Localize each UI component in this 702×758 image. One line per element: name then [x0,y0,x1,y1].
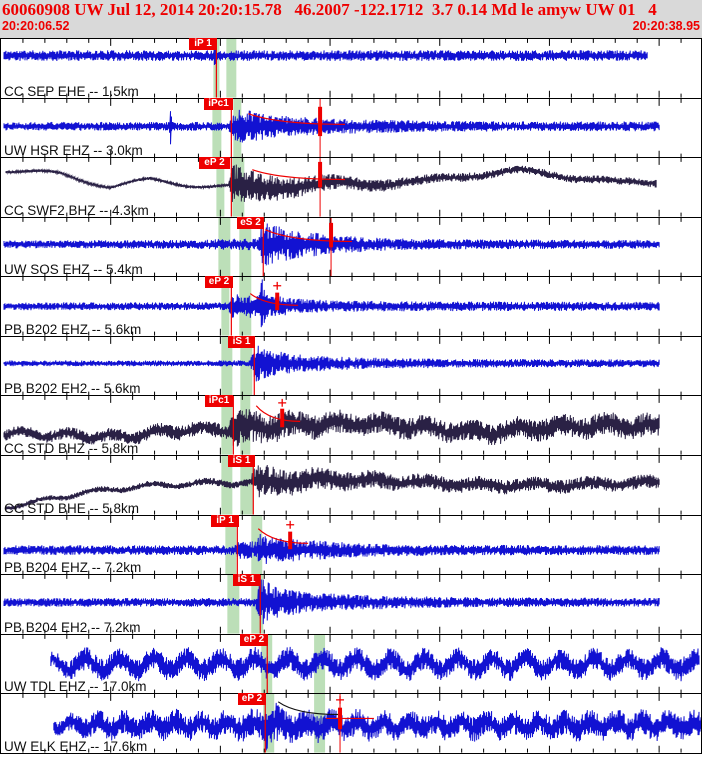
window-end-time: 20:20:38.95 [632,19,700,33]
pick-flag[interactable]: iP 1 [211,514,239,527]
coda-decay-curve [255,405,301,423]
pick-flag[interactable]: eS 2 [237,216,264,229]
station-label: PB B202 EHZ -- 5.6km [4,321,142,337]
coda-decay-curve [277,701,339,716]
station-label: CC SEP EHE -- 1.5km [4,83,139,99]
pick-flag[interactable]: iPc1 [205,395,233,408]
trace-panel-9[interactable]: iP 1 PB B204 EHZ -- 7.2km [1,514,701,576]
waveform [3,109,660,144]
waveform [5,465,660,511]
station-label: PB B202 EH2 -- 5.6km [4,381,141,397]
axis-ticks [22,98,682,158]
waveform [3,409,660,447]
trace-plot [3,98,682,158]
axis-ticks [22,396,682,456]
waveform [3,345,660,382]
pick-flag[interactable]: eP 2 [238,693,266,706]
pick-flag[interactable]: iPc1 [204,97,233,110]
station-label: PB B204 EHZ -- 7.2km [4,560,142,576]
cross-marker [336,696,345,705]
trace-plot [3,277,682,336]
trace-plot [3,217,682,277]
trace-panel-8[interactable]: iS 1 CC STD BHE -- 5.8km [1,455,701,516]
cross-marker [273,282,282,291]
waveform [3,45,648,65]
trace-panel-3[interactable]: eP 2 CC SWF2 BHZ -- 4.3km [1,157,701,218]
trace-panel-4[interactable]: eS 2 UW SOS EHZ -- 5.4km [1,216,701,278]
trace-panel-12[interactable]: eP 2 UW ELK EHZ -- 17.6km [1,693,701,754]
coda-decay-curve [264,228,352,242]
trace-plot [3,575,682,634]
waveform [3,533,660,564]
waveform [5,164,657,203]
pick-flag[interactable]: eP 2 [199,157,230,170]
waveform [53,703,701,751]
trace-plot [3,336,682,396]
trace-plot [3,515,682,575]
cross-marker [278,399,287,408]
trace-panel-2[interactable]: iPc1 UW HSR EHZ -- 3.0km [1,97,701,159]
cross-marker [286,520,295,529]
station-label: UW TDL EHZ -- 17.0km [4,679,147,695]
trace-plot [3,39,682,98]
pick-flag[interactable]: iS 1 [233,574,260,587]
trace-panel-6[interactable]: iS 1 PB B202 EH2 -- 5.6km [1,335,701,397]
waveform [3,579,660,625]
waveform [3,279,660,328]
pick-uncertainty-band [216,158,225,217]
axis-ticks [22,515,682,575]
station-label: CC SWF2 BHZ -- 4.3km [4,202,149,218]
pick-uncertainty-band [225,515,237,575]
waveform [50,646,700,682]
station-label: CC STD BHZ -- 5.8km [4,441,139,457]
trace-panel-7[interactable]: iPc1 CC STD BHZ -- 5.8km [1,395,701,457]
pick-flag[interactable]: eP 2 [240,633,268,646]
axis-ticks [22,158,682,217]
event-summary-title: 60060908 UW Jul 12, 2014 20:20:15.78 46.… [2,0,657,19]
trace-panel-1[interactable]: iP 1 CC SEP EHE -- 1.5km [1,38,701,99]
pick-flag[interactable]: iS 1 [228,455,255,468]
coda-decay-curve [257,527,309,544]
pick-flag[interactable]: iP 1 [189,38,217,50]
coda-decay-curve [249,293,299,307]
pick-uncertainty-band [227,575,240,634]
trace-panels: iP 1 CC SEP EHE -- 1.5km iPc1 UW HSR EHZ --… [0,38,702,754]
bottom-strip [0,754,702,758]
trace-panel-11[interactable]: eP 2 UW TDL EHZ -- 17.0km [1,633,701,695]
pick-uncertainty-band [221,396,233,456]
pick-uncertainty-band [239,217,252,277]
station-label: UW HSR EHZ -- 3.0km [4,143,143,159]
trace-panel-10[interactable]: iS 1 PB B204 EH2 -- 7.2km [1,574,701,635]
pick-uncertainty-band [240,336,253,396]
axis-ticks [22,277,682,336]
coda-decay-curve [248,112,346,125]
event-header: 60060908 UW Jul 12, 2014 20:20:15.78 46.… [0,0,702,38]
trace-plot [3,396,682,456]
station-label: UW SOS EHZ -- 5.4km [4,262,143,278]
pick-flag[interactable]: iS 1 [228,335,255,348]
axis-ticks [22,39,682,98]
coda-decay-curve [252,169,346,181]
trace-plot [22,634,700,694]
trace-plot [5,158,682,217]
station-label: UW ELK EHZ -- 17.6km [4,738,148,754]
pick-flag[interactable]: eP 2 [205,276,233,289]
station-label: PB B204 EH2 -- 7.2km [4,619,141,635]
trace-panel-5[interactable]: eP 2 PB B202 EHZ -- 5.6km [1,276,701,337]
station-label: CC STD BHE -- 5.8km [4,500,140,516]
window-start-time: 20:20:06.52 [2,19,70,33]
pick-uncertainty-band [226,39,237,98]
